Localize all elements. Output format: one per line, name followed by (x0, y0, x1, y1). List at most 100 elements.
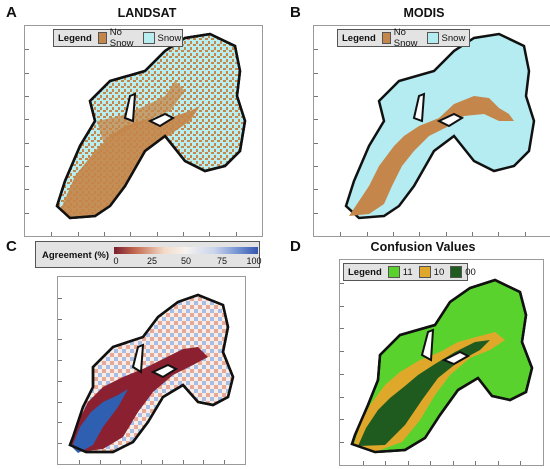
panel-title-landsat: LANDSAT (117, 6, 177, 20)
axis-tick (475, 461, 477, 465)
legend-landsat: Legend No Snow Snow (53, 27, 183, 49)
axis-tick (104, 232, 105, 236)
swatch-10 (418, 266, 431, 278)
axis-tick (340, 373, 344, 375)
map-frame-confusion (339, 259, 544, 466)
legend-confusion: Legend 11 10 00 (343, 263, 476, 281)
legend-entry-nosnow: No Snow (381, 27, 421, 49)
panel-letter-a: A (6, 4, 17, 21)
panel-letter-c: C (6, 238, 17, 255)
axis-tick (393, 232, 394, 236)
axis-tick (340, 282, 344, 284)
modis-map (344, 32, 536, 220)
axis-tick (524, 232, 526, 236)
legend-entry-snow: Snow (142, 32, 182, 44)
landsat-map (55, 32, 247, 220)
axis-tick (419, 232, 421, 236)
axis-tick (362, 461, 364, 465)
axis-tick (340, 351, 344, 353)
axis-tick (77, 232, 79, 236)
map-frame-landsat (24, 25, 263, 237)
axis-tick (340, 419, 344, 421)
axis-tick (407, 461, 409, 465)
agreement-map (68, 293, 235, 454)
axis-tick (58, 380, 62, 382)
axis-tick (314, 212, 318, 214)
axis-tick (340, 232, 342, 236)
confusion-map (350, 278, 534, 454)
axis-tick (58, 360, 62, 362)
legend-title: Legend (348, 266, 382, 278)
panel-letter-d: D (290, 238, 301, 255)
axis-tick (58, 297, 62, 299)
colorbar-tick-50: 50 (180, 256, 192, 266)
axis-tick (314, 49, 318, 51)
legend-entry-nosnow: No Snow (97, 27, 137, 49)
axis-tick (25, 212, 29, 214)
legend-label: No Snow (393, 27, 418, 49)
map-frame-modis (313, 25, 550, 237)
axis-tick (472, 232, 473, 236)
axis-tick (58, 443, 62, 445)
axis-tick (78, 460, 80, 464)
axis-tick (58, 318, 62, 320)
axis-tick (314, 189, 318, 191)
colorbar-tick-100: 100 (246, 256, 262, 266)
map-frame-agreement (57, 276, 246, 465)
panel-letter-b: B (290, 4, 301, 21)
axis-tick (183, 232, 184, 236)
axis-tick (366, 232, 368, 236)
axis-tick (25, 72, 29, 74)
agreement-colorbar: Agreement (%) 0 25 50 75 100 (35, 241, 262, 268)
swatch-snow (426, 32, 439, 44)
axis-tick (203, 460, 205, 464)
axis-tick (51, 232, 53, 236)
legend-modis: Legend No Snow Snow (337, 27, 470, 49)
axis-tick (314, 166, 318, 167)
axis-tick (156, 232, 158, 236)
axis-tick (25, 189, 29, 191)
legend-title: Legend (342, 32, 376, 44)
axis-tick (235, 232, 237, 236)
legend-entry-10: 10 (418, 266, 445, 278)
axis-tick (182, 460, 184, 464)
axis-tick (314, 119, 318, 121)
colorbar-label: Agreement (%) (42, 250, 110, 261)
panel-title-confusion: Confusion Values (370, 240, 476, 254)
legend-entry-snow: Snow (426, 32, 466, 44)
axis-tick (161, 460, 163, 464)
colorbar-tick-0: 0 (113, 256, 119, 266)
axis-tick (99, 460, 101, 464)
swatch-11 (387, 266, 400, 278)
legend-entry-00: 00 (450, 266, 476, 278)
legend-label: Snow (157, 32, 182, 44)
axis-tick (25, 49, 29, 51)
legend-label: Snow (441, 32, 466, 44)
swatch-00 (450, 266, 463, 278)
axis-tick (120, 460, 122, 464)
axis-tick (25, 142, 29, 144)
axis-tick (340, 328, 344, 330)
axis-tick (498, 232, 500, 236)
axis-tick (314, 96, 318, 97)
axis-tick (130, 232, 132, 236)
axis-tick (58, 422, 62, 424)
axis-tick (314, 142, 318, 144)
axis-tick (25, 96, 29, 97)
axis-tick (314, 72, 318, 74)
axis-tick (452, 461, 454, 465)
colorbar-tick-25: 25 (146, 256, 158, 266)
axis-tick (445, 232, 447, 236)
axis-tick (385, 461, 387, 465)
swatch-snow (142, 32, 155, 44)
axis-tick (340, 442, 344, 444)
legend-title: Legend (58, 32, 92, 44)
legend-label: 10 (433, 266, 445, 278)
panel-title-modis: MODIS (403, 6, 445, 20)
swatch-nosnow (381, 32, 391, 44)
axis-tick (209, 232, 211, 236)
legend-label: 11 (402, 266, 413, 278)
colorbar-gradient (114, 247, 258, 254)
axis-tick (25, 119, 29, 121)
axis-tick (497, 461, 499, 465)
